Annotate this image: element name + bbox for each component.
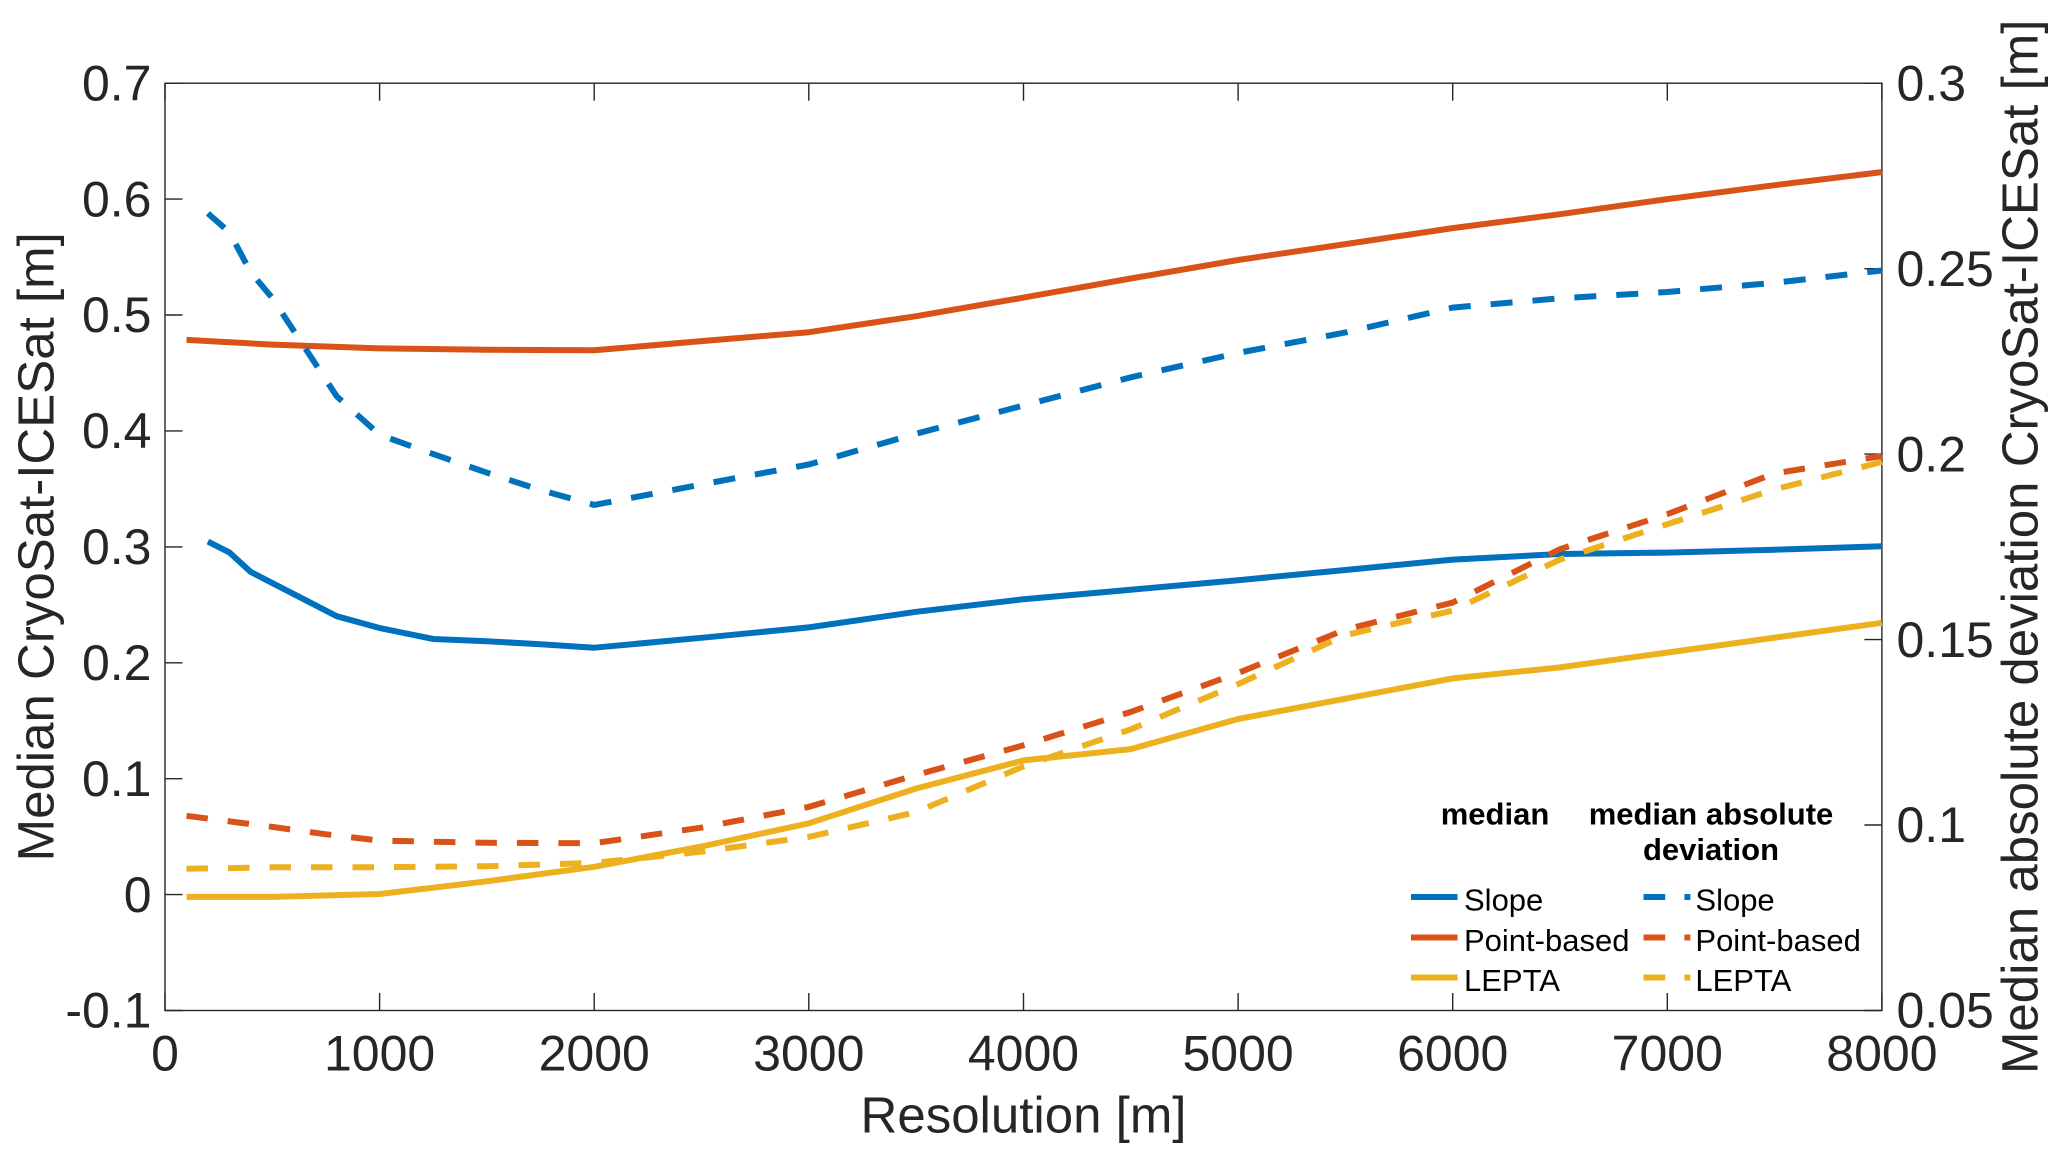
svg-text:LEPTA: LEPTA bbox=[1464, 963, 1560, 998]
svg-text:0.3: 0.3 bbox=[1897, 55, 1967, 111]
svg-text:6000: 6000 bbox=[1397, 1026, 1508, 1082]
svg-text:0.2: 0.2 bbox=[1897, 426, 1967, 482]
svg-text:Slope: Slope bbox=[1695, 883, 1774, 918]
svg-text:0.6: 0.6 bbox=[82, 171, 152, 227]
svg-text:5000: 5000 bbox=[1182, 1026, 1293, 1082]
svg-text:4000: 4000 bbox=[968, 1026, 1079, 1082]
svg-text:0.3: 0.3 bbox=[82, 519, 152, 575]
svg-text:Median absolute deviation Cryo: Median absolute deviation CryoSat-ICESat… bbox=[1992, 20, 2049, 1075]
svg-text:7000: 7000 bbox=[1612, 1026, 1723, 1082]
svg-text:0.2: 0.2 bbox=[82, 635, 152, 691]
svg-text:2000: 2000 bbox=[539, 1026, 650, 1082]
svg-text:0.4: 0.4 bbox=[82, 403, 152, 459]
svg-text:0.15: 0.15 bbox=[1897, 612, 1994, 668]
svg-text:0.05: 0.05 bbox=[1897, 983, 1994, 1039]
svg-text:3000: 3000 bbox=[753, 1026, 864, 1082]
svg-text:LEPTA: LEPTA bbox=[1695, 963, 1791, 998]
svg-text:Point-based: Point-based bbox=[1464, 923, 1629, 958]
svg-text:8000: 8000 bbox=[1826, 1026, 1937, 1082]
svg-text:1000: 1000 bbox=[324, 1026, 435, 1082]
svg-text:Point-based: Point-based bbox=[1695, 923, 1860, 958]
svg-text:deviation: deviation bbox=[1643, 832, 1779, 867]
svg-text:Slope: Slope bbox=[1464, 883, 1543, 918]
svg-text:Resolution [m]: Resolution [m] bbox=[861, 1087, 1187, 1144]
svg-text:0.25: 0.25 bbox=[1897, 241, 1994, 297]
svg-text:-0.1: -0.1 bbox=[65, 983, 151, 1039]
svg-text:0.1: 0.1 bbox=[82, 751, 152, 807]
svg-text:0.1: 0.1 bbox=[1897, 797, 1967, 853]
svg-text:median: median bbox=[1441, 797, 1550, 832]
svg-text:0.5: 0.5 bbox=[82, 287, 152, 343]
svg-text:0.7: 0.7 bbox=[82, 55, 152, 111]
svg-text:0: 0 bbox=[151, 1026, 179, 1082]
svg-text:Median CryoSat-ICESat [m]: Median CryoSat-ICESat [m] bbox=[8, 232, 65, 861]
svg-text:0: 0 bbox=[124, 867, 152, 923]
svg-text:median absolute: median absolute bbox=[1589, 797, 1834, 832]
